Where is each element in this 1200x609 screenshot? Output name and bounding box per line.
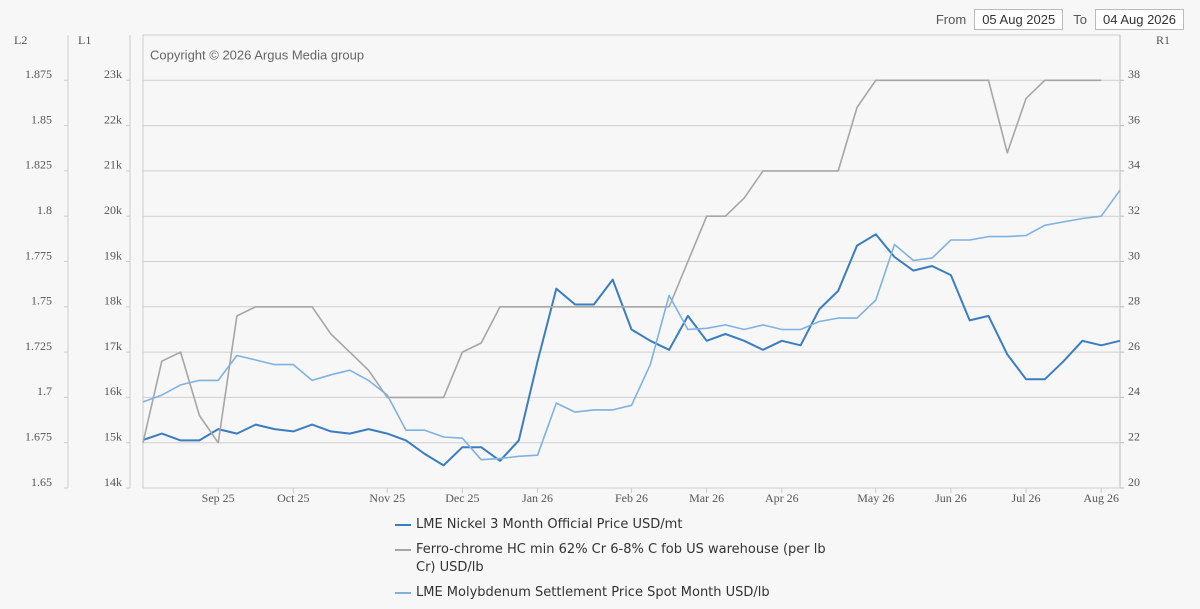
legend-item[interactable]: LME Molybdenum Settlement Price Spot Mon… — [395, 584, 836, 602]
from-date[interactable]: 05 Aug 2025 — [974, 9, 1064, 30]
y2-tick-label: 32 — [1128, 203, 1140, 217]
legend-swatch — [395, 592, 411, 594]
date-range: From 05 Aug 2025 To 04 Aug 2026 — [936, 9, 1184, 30]
legend-label: LME Molybdenum Settlement Price Spot Mon… — [416, 585, 770, 600]
y-tick-label: 14k — [104, 475, 122, 489]
y2-tick-label: 30 — [1128, 248, 1140, 262]
x-tick-label: Feb 26 — [615, 491, 648, 505]
y3-tick-label: 1.65 — [31, 475, 52, 489]
y2-tick-label: 22 — [1128, 429, 1140, 443]
chart: L2 L1 R1 Copyright © 2026 Argus Media gr… — [14, 33, 1170, 505]
legend-item[interactable]: LME Nickel 3 Month Official Price USD/mt — [395, 516, 836, 534]
x-tick-label: Dec 25 — [445, 491, 479, 505]
y3-axis-label: L2 — [14, 33, 27, 47]
x-tick-label: Jun 26 — [935, 491, 967, 505]
y3-tick-label: 1.8 — [37, 203, 52, 217]
copyright: Copyright © 2026 Argus Media group — [150, 47, 364, 62]
y-tick-label: 20k — [104, 203, 122, 217]
from-label: From — [935, 12, 967, 27]
y2-tick-label: 28 — [1128, 294, 1140, 308]
series-line — [142, 79, 1102, 444]
x-tick-label: Sep 25 — [202, 491, 235, 505]
y2-tick-label: 36 — [1128, 112, 1140, 126]
y3-tick-label: 1.875 — [25, 67, 52, 81]
y-tick-label: 19k — [104, 248, 122, 262]
y2-axis-label: R1 — [1156, 33, 1170, 47]
y-tick-label: 16k — [104, 384, 122, 398]
x-tick-label: Apr 26 — [765, 491, 799, 505]
y3-tick-label: 1.825 — [25, 158, 52, 172]
x-tick-label: Mar 26 — [689, 491, 724, 505]
y2-tick-label: 38 — [1128, 67, 1140, 81]
y-tick-label: 17k — [104, 339, 122, 353]
y-tick-label: 18k — [104, 294, 122, 308]
legend: LME Nickel 3 Month Official Price USD/mt… — [395, 516, 836, 609]
to-label: To — [1073, 12, 1087, 27]
y-tick-label: 22k — [104, 112, 122, 126]
y-tick-label: 15k — [104, 429, 122, 443]
x-tick-label: May 26 — [857, 491, 894, 505]
y3-tick-label: 1.85 — [31, 112, 52, 126]
y3-tick-label: 1.7 — [37, 384, 52, 398]
y3-tick-label: 1.725 — [25, 339, 52, 353]
y2-tick-label: 34 — [1128, 158, 1140, 172]
legend-label: LME Nickel 3 Month Official Price USD/mt — [416, 517, 683, 532]
to-date[interactable]: 04 Aug 2026 — [1094, 9, 1184, 30]
x-tick-label: Jul 26 — [1012, 491, 1041, 505]
y2-tick-label: 20 — [1128, 475, 1140, 489]
y-tick-label: 23k — [104, 67, 122, 81]
legend-label: Ferro-chrome HC min 62% Cr 6-8% C fob US… — [416, 542, 826, 575]
y3-tick-label: 1.775 — [25, 248, 52, 262]
y3-tick-label: 1.675 — [25, 429, 52, 443]
y2-tick-label: 24 — [1128, 384, 1140, 398]
series-line — [142, 233, 1121, 467]
y2-tick-label: 26 — [1128, 339, 1140, 353]
series-line — [142, 189, 1121, 461]
x-tick-label: Aug 26 — [1083, 491, 1119, 505]
x-tick-label: Jan 26 — [522, 491, 553, 505]
legend-swatch — [395, 549, 411, 551]
y-tick-label: 21k — [104, 158, 122, 172]
y3-tick-label: 1.75 — [31, 294, 52, 308]
x-tick-label: Nov 25 — [369, 491, 405, 505]
y-axis-label: L1 — [78, 33, 91, 47]
legend-swatch — [395, 524, 411, 526]
x-tick-label: Oct 25 — [277, 491, 309, 505]
legend-item[interactable]: Ferro-chrome HC min 62% Cr 6-8% C fob US… — [395, 541, 836, 577]
